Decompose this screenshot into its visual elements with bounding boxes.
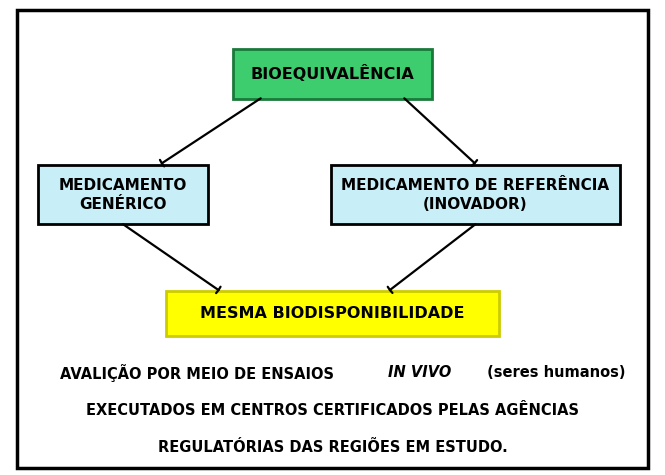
Text: IN VIVO: IN VIVO xyxy=(388,365,452,380)
Text: EXECUTADOS EM CENTROS CERTIFICADOS PELAS AGÊNCIAS: EXECUTADOS EM CENTROS CERTIFICADOS PELAS… xyxy=(86,403,579,418)
FancyBboxPatch shape xyxy=(39,165,207,225)
FancyBboxPatch shape xyxy=(166,291,499,336)
Text: MEDICAMENTO DE REFERÊNCIA
(INOVADOR): MEDICAMENTO DE REFERÊNCIA (INOVADOR) xyxy=(341,178,610,211)
Text: MESMA BIODISPONIBILIDADE: MESMA BIODISPONIBILIDADE xyxy=(200,306,465,321)
FancyBboxPatch shape xyxy=(331,165,620,225)
Text: (seres humanos): (seres humanos) xyxy=(481,365,625,380)
Text: REGULATÓRIAS DAS REGIÕES EM ESTUDO.: REGULATÓRIAS DAS REGIÕES EM ESTUDO. xyxy=(158,440,507,455)
Text: BIOEQUIVALÊNCIA: BIOEQUIVALÊNCIA xyxy=(251,65,414,82)
Text: AVALIÇÃO POR MEIO DE ENSAIOS: AVALIÇÃO POR MEIO DE ENSAIOS xyxy=(60,364,338,382)
FancyBboxPatch shape xyxy=(233,49,432,99)
Text: MEDICAMENTO
GENÉRICO: MEDICAMENTO GENÉRICO xyxy=(59,178,188,211)
